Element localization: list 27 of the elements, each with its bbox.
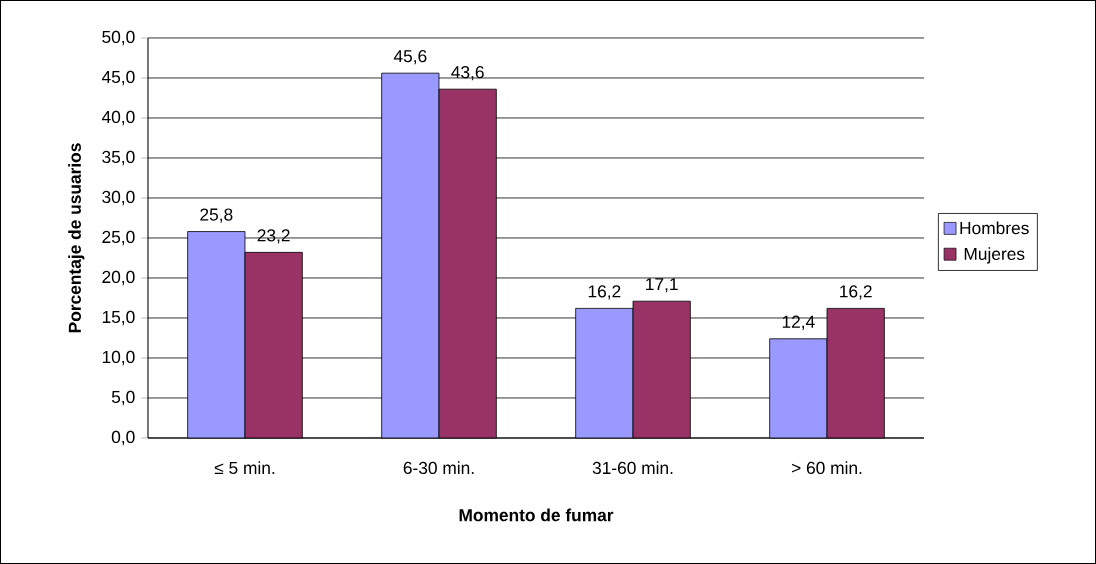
y-tick-label: 25,0 [102, 230, 135, 246]
data-label: 43,6 [451, 66, 484, 81]
x-tick-label: > 60 min. [791, 461, 862, 475]
data-label: 16,2 [588, 285, 621, 300]
y-tick-label: 10,0 [102, 350, 135, 366]
y-tick-label: 50,0 [102, 30, 135, 46]
y-tick-label: 5,0 [111, 390, 135, 406]
data-label: 12,4 [782, 315, 815, 330]
y-tick-label: 0,0 [111, 430, 135, 446]
data-label: 25,8 [200, 208, 233, 223]
y-tick-label: 40,0 [101, 110, 135, 126]
y-tick-label: 45,0 [101, 70, 135, 86]
data-label: 23,2 [257, 229, 290, 244]
data-label: 16,2 [840, 285, 872, 300]
y-axis-title: Porcentaje de usuarios [68, 143, 85, 333]
legend-label: Hombres [960, 221, 1029, 235]
x-tick-label: 31-60 min. [592, 461, 673, 475]
legend-label: Mujeres [964, 247, 1025, 264]
x-axis-title: Momento de fumar [459, 508, 614, 522]
y-tick-label: 15,0 [102, 310, 135, 326]
data-label: 45,6 [393, 50, 427, 65]
y-tick-label: 35,0 [102, 150, 135, 166]
y-tick-label: 20,0 [102, 270, 135, 286]
x-tick-label: ≤ 5 min. [214, 461, 275, 475]
data-label: 17,1 [646, 278, 678, 293]
x-tick-label: 6-30 min. [403, 461, 474, 475]
y-tick-label: 30,0 [102, 190, 135, 206]
